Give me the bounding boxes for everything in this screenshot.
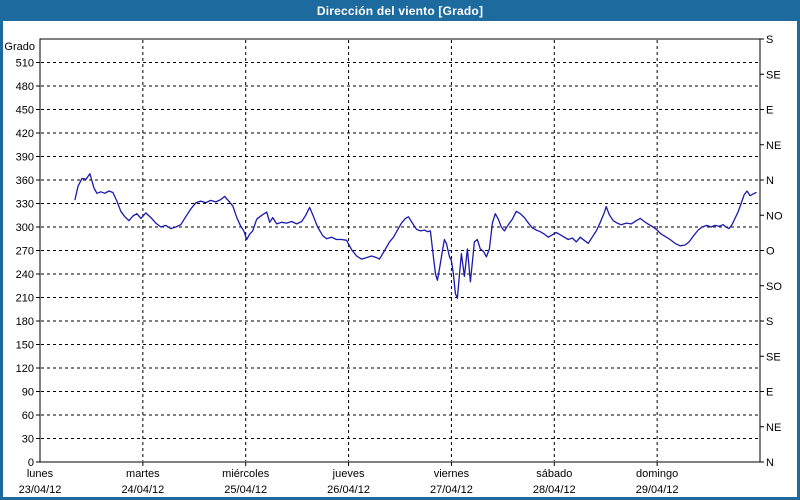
y-axis-tick-label: 450 xyxy=(16,105,34,117)
compass-label: SE xyxy=(766,69,781,81)
y-axis-tick-label: 360 xyxy=(16,175,34,187)
y-axis-tick-label: 270 xyxy=(16,246,34,258)
compass-label: N xyxy=(766,457,774,469)
day-name-label: jueves xyxy=(332,468,365,480)
day-name-label: lunes xyxy=(27,468,54,480)
day-date-label: 28/04/12 xyxy=(533,484,576,496)
y-axis-tick-label: 30 xyxy=(22,434,34,446)
day-name-label: viernes xyxy=(434,468,470,480)
compass-label: S xyxy=(766,34,773,46)
y-axis-tick-label: 390 xyxy=(16,152,34,164)
chart-title: Dirección del viento [Grado] xyxy=(316,3,484,18)
compass-label: NO xyxy=(766,210,783,222)
y-axis-tick-label: 90 xyxy=(22,387,34,399)
day-date-label: 24/04/12 xyxy=(121,484,164,496)
compass-label: S xyxy=(766,316,773,328)
y-axis-tick-label: 420 xyxy=(16,128,34,140)
compass-label: E xyxy=(766,387,773,399)
compass-label: N xyxy=(766,175,774,187)
plot-frame xyxy=(39,38,761,463)
compass-label: SO xyxy=(766,281,782,293)
day-date-label: 23/04/12 xyxy=(19,484,62,496)
day-name-label: miércoles xyxy=(222,468,270,480)
compass-label: E xyxy=(766,105,773,117)
day-name-label: domingo xyxy=(636,468,678,480)
day-date-label: 29/04/12 xyxy=(636,484,679,496)
y-axis-tick-label: 120 xyxy=(16,363,34,375)
day-name-label: martes xyxy=(126,468,160,480)
y-axis-tick-label: 150 xyxy=(16,340,34,352)
day-date-label: 25/04/12 xyxy=(224,484,267,496)
compass-label: NE xyxy=(766,422,781,434)
compass-label: SE xyxy=(766,351,781,363)
compass-label: O xyxy=(766,246,775,258)
y-axis-tick-label: 510 xyxy=(16,58,34,70)
y-axis-tick-label: 210 xyxy=(16,293,34,305)
y-axis-tick-label: 0 xyxy=(28,457,34,469)
compass-label: NE xyxy=(766,140,781,152)
day-name-label: sábado xyxy=(536,468,572,480)
day-date-label: 26/04/12 xyxy=(327,484,370,496)
day-date-label: 27/04/12 xyxy=(430,484,473,496)
y-axis-tick-label: 240 xyxy=(16,269,34,281)
y-axis-tick-label: 330 xyxy=(16,199,34,211)
y-axis-tick-label: 300 xyxy=(16,222,34,234)
chart-title-bar: Dirección del viento [Grado] xyxy=(0,0,800,21)
series-wind-direction-degrees xyxy=(74,173,757,299)
y-axis-tick-label: 60 xyxy=(22,410,34,422)
y-axis-title: Grado xyxy=(4,41,35,53)
y-axis-tick-label: 180 xyxy=(16,316,34,328)
y-axis-tick-label: 480 xyxy=(16,81,34,93)
